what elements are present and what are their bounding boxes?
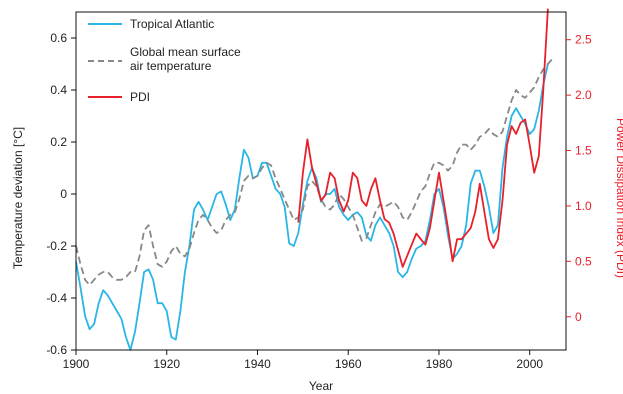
y-left-tick-label: 0.2 — [50, 135, 67, 149]
legend-label-global: Global mean surface air temperature — [130, 45, 241, 73]
y-right-tick-label: 0 — [575, 310, 582, 324]
y-right-tick-label: 1.0 — [575, 199, 592, 213]
x-tick-label: 1980 — [426, 357, 453, 371]
series-line-tropical-atlantic — [75, 63, 549, 351]
plot-frame — [75, 11, 567, 351]
x-tick-label: 1940 — [244, 357, 271, 371]
x-axis-ticks: 1900 1920 1940 1960 1980 2000 — [63, 350, 543, 371]
y-right-tick-label: 0.5 — [575, 254, 592, 268]
plot-series — [75, 8, 554, 351]
y-right-tick-label: 1.5 — [575, 144, 592, 158]
series-line-global-mean-temperature — [75, 58, 554, 286]
x-tick-label: 1920 — [153, 357, 180, 371]
y-left-tick-label: -0.4 — [46, 291, 67, 305]
y-right-axis-ticks: 0 0.5 1.0 1.5 2.0 2.5 — [566, 33, 592, 324]
y-left-tick-label: 0.4 — [50, 83, 67, 97]
y-right-axis-label: Power Dissipation Index (PDI) — [614, 118, 623, 278]
legend-label-tropical: Tropical Atlantic — [130, 17, 214, 31]
y-left-axis-ticks: -0.6 -0.4 -0.2 0 0.2 0.4 0.6 — [46, 31, 76, 357]
x-tick-label: 1900 — [63, 357, 90, 371]
y-left-tick-label: -0.2 — [46, 239, 67, 253]
legend: Tropical Atlantic Global mean surface air… — [88, 17, 241, 104]
y-left-axis-label: Temperature deviation [°C] — [11, 127, 25, 269]
x-tick-label: 1960 — [335, 357, 362, 371]
y-left-tick-label: -0.6 — [46, 343, 67, 357]
y-left-tick-label: 0.6 — [50, 31, 67, 45]
y-left-tick-label: 0 — [60, 187, 67, 201]
y-right-tick-label: 2.0 — [575, 88, 592, 102]
x-axis-label: Year — [309, 379, 333, 393]
legend-label-pdi: PDI — [130, 90, 150, 104]
y-right-tick-label: 2.5 — [575, 33, 592, 47]
x-tick-label: 2000 — [516, 357, 543, 371]
series-line-pdi — [297, 8, 549, 268]
